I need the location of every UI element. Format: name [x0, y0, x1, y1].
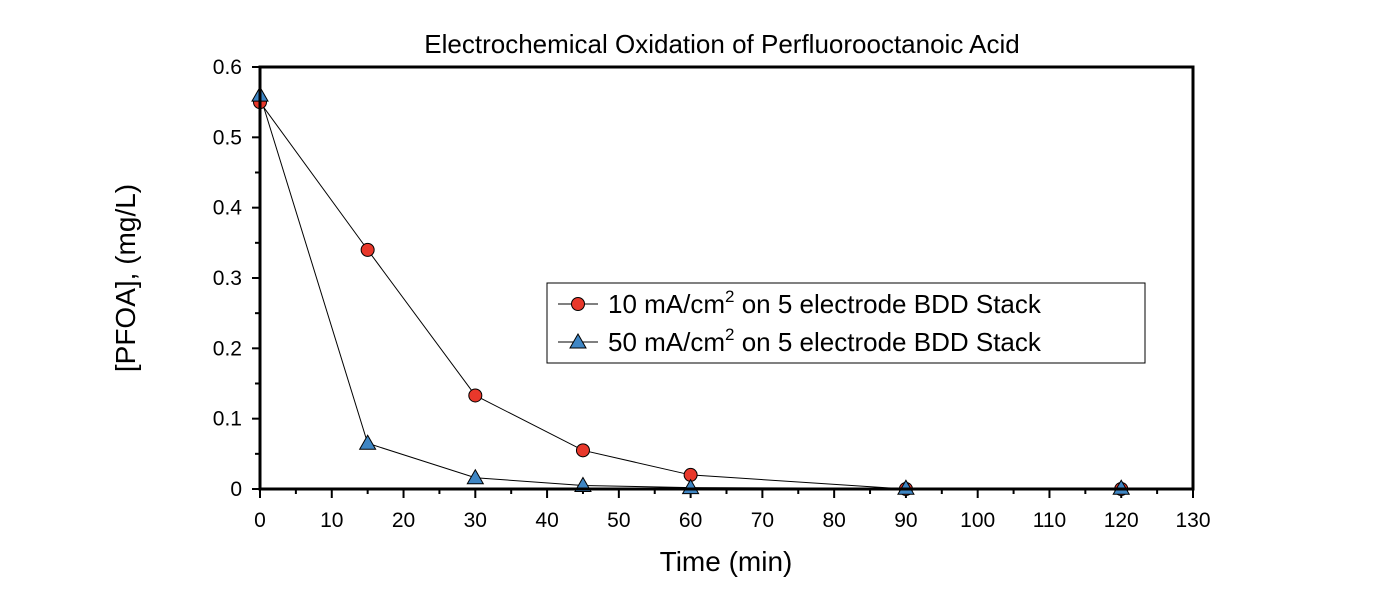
series-1-point: [468, 388, 483, 403]
y-axis-label: [PFOA], (mg/L): [110, 184, 141, 372]
x-tick-label: 70: [751, 509, 774, 532]
y-tick-label: 0.2: [213, 337, 242, 360]
x-tick-label: 120: [1104, 509, 1139, 532]
x-tick-label: 0: [254, 509, 266, 532]
x-tick-label: 60: [679, 509, 702, 532]
legend-label-prefix: 10 mA/cm: [608, 289, 725, 319]
y-tick-label: 0.5: [213, 126, 242, 149]
x-tick-label: 10: [320, 509, 343, 532]
legend-label-suffix: on 5 electrode BDD Stack: [735, 289, 1042, 319]
x-tick-label: 110: [1033, 509, 1066, 532]
x-tick-label: 50: [607, 509, 630, 532]
series-2-point: [1112, 479, 1131, 495]
series-1-point: [575, 443, 590, 458]
y-tick-label: 0.3: [213, 267, 242, 290]
series-2-point: [466, 468, 485, 485]
x-tick-label: 100: [960, 509, 995, 532]
series-2-point: [358, 434, 377, 450]
chart-title: Electrochemical Oxidation of Perfluorooc…: [424, 29, 1019, 59]
y-tick-label: 0: [230, 478, 242, 501]
legend-marker: [569, 332, 587, 349]
x-tick-label: 90: [894, 509, 917, 532]
legend-label-prefix: 50 mA/cm: [608, 327, 725, 357]
legend-marker: [571, 297, 585, 311]
y-tick-label: 0.4: [213, 197, 243, 220]
legend-label: 10 mA/cm2 on 5 electrode BDD Stack: [608, 287, 1042, 319]
series-2-point: [681, 478, 700, 495]
x-tick-label: 20: [392, 509, 415, 532]
legend-label: 50 mA/cm2 on 5 electrode BDD Stack: [608, 325, 1042, 357]
y-tick-label: 0.6: [213, 56, 242, 79]
legend-label-superscript: 2: [725, 325, 734, 344]
legend-label-superscript: 2: [725, 287, 734, 306]
x-tick-label: 130: [1175, 509, 1210, 532]
legend-box: [546, 282, 1146, 364]
series-1-point: [360, 242, 375, 257]
legend-label-suffix: on 5 electrode BDD Stack: [735, 327, 1042, 357]
x-tick-label: 30: [464, 509, 487, 532]
x-tick-label: 80: [822, 509, 845, 532]
x-tick-label: 40: [535, 509, 558, 532]
x-axis-label: Time (min): [660, 546, 793, 577]
y-tick-label: 0.1: [213, 408, 242, 431]
plot-frame: [258, 65, 1195, 491]
series-2-point: [897, 479, 915, 495]
